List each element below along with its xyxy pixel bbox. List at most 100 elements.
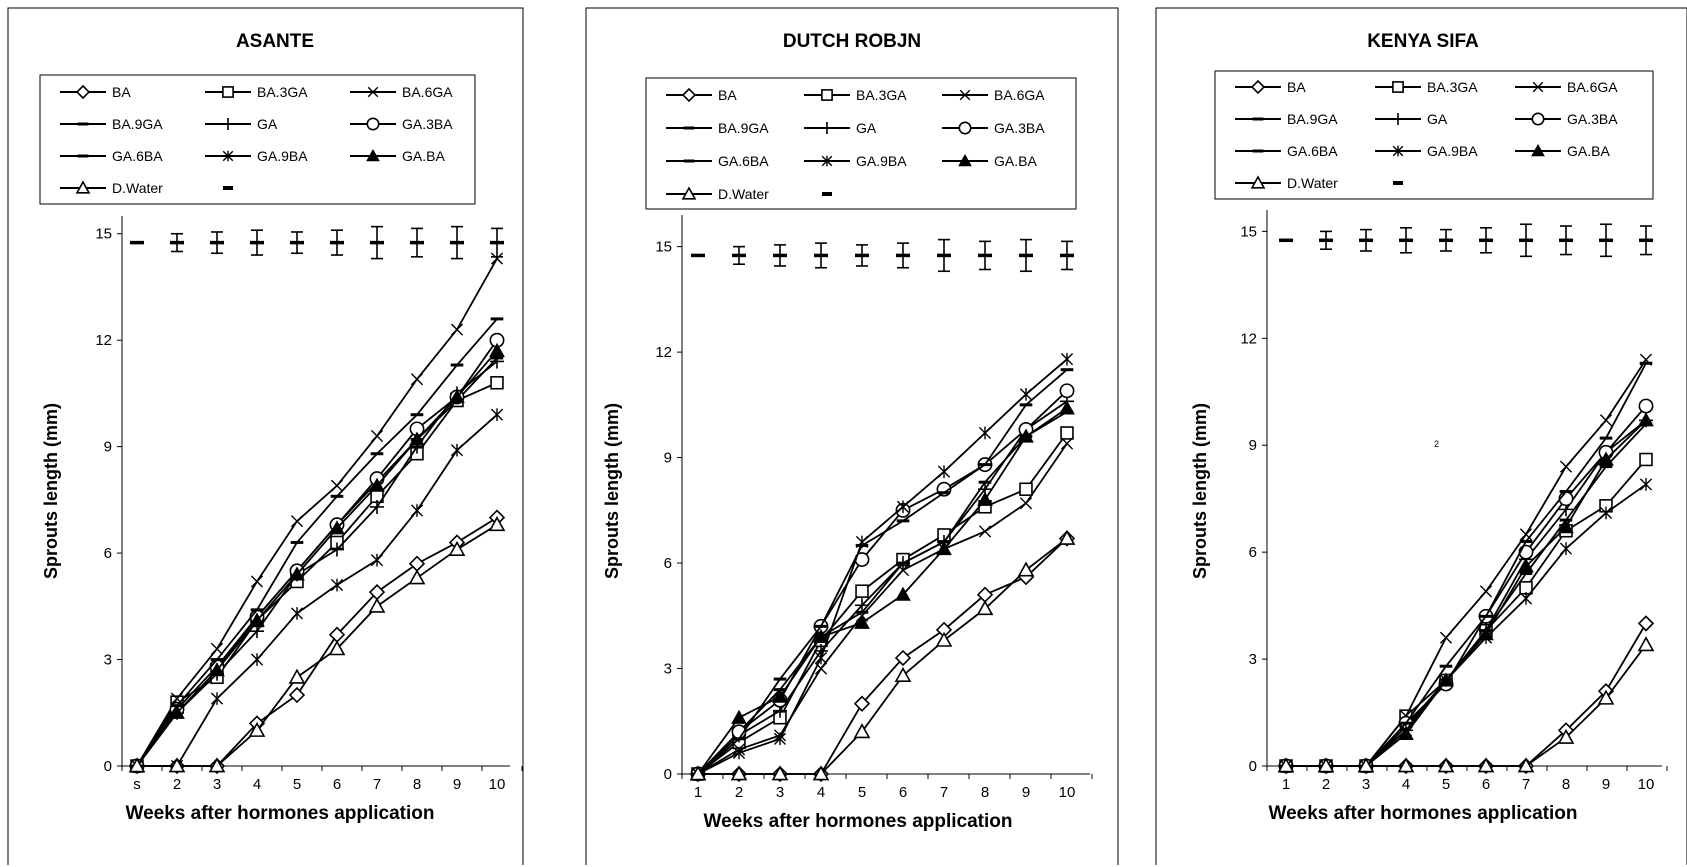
chart-frame <box>1155 7 1687 865</box>
x-tick-label: 3 <box>776 784 784 801</box>
series-line <box>697 358 1068 775</box>
data-point <box>812 765 830 781</box>
legend-label: BA.9GA <box>1287 111 1338 127</box>
data-point <box>1637 636 1655 652</box>
x-tick-label: 8 <box>1562 776 1570 793</box>
error-bar <box>1479 227 1493 254</box>
x-axis-label: Weeks after hormones application <box>1268 803 1577 824</box>
error-bar <box>1599 223 1613 258</box>
data-point <box>208 757 226 773</box>
data-point <box>1438 672 1454 687</box>
x-tick-label: 1 <box>1282 776 1290 793</box>
error-bar <box>210 231 224 255</box>
data-point <box>1058 529 1076 545</box>
data-point <box>814 651 828 665</box>
data-point <box>935 631 953 647</box>
y-tick-label: 12 <box>655 344 672 361</box>
data-point <box>1277 757 1295 773</box>
x-tick-label: s <box>133 776 141 793</box>
x-tick-label: 4 <box>253 776 261 793</box>
data-point <box>732 746 746 760</box>
data-point <box>1439 631 1453 644</box>
legend-label: GA.BA <box>402 148 445 164</box>
data-point <box>1397 757 1415 773</box>
data-point <box>368 597 386 613</box>
series-line <box>136 381 498 767</box>
data-point <box>1597 689 1615 705</box>
legend-label: GA.3BA <box>1567 111 1618 127</box>
data-point <box>250 575 264 588</box>
legend-label: GA <box>1427 111 1448 127</box>
series-line <box>136 258 498 767</box>
error-bar <box>250 229 264 256</box>
legend-label: GA.6BA <box>718 153 769 169</box>
data-point <box>1060 426 1074 440</box>
series-ga-9ba <box>130 408 504 773</box>
data-point <box>1638 398 1654 414</box>
error-bar <box>410 227 424 258</box>
data-point <box>813 628 829 643</box>
error-bar <box>330 229 344 256</box>
error-bar <box>814 242 828 269</box>
error-bars <box>130 225 504 260</box>
data-point <box>1518 558 1534 573</box>
data-point <box>289 566 305 581</box>
error-bar <box>1359 228 1373 252</box>
data-point <box>1357 757 1375 773</box>
error-bar <box>896 242 910 269</box>
chart-title: DUTCH ROBJN <box>783 31 921 52</box>
legend-item-ba-6ga: BA.6GA <box>942 87 1045 103</box>
error-bar <box>978 240 992 271</box>
legend-label: GA <box>856 120 877 136</box>
legend-item-ba: BA <box>1235 79 1306 95</box>
data-point <box>1019 497 1033 510</box>
data-point <box>249 612 265 627</box>
data-point <box>1519 528 1533 541</box>
legend-item-ba: BA <box>666 87 737 103</box>
data-point <box>936 540 952 556</box>
legend-marker <box>1392 113 1404 125</box>
legend-label: BA.3GA <box>1427 79 1478 95</box>
data-point <box>1060 352 1074 366</box>
data-point <box>290 607 304 620</box>
error-bar <box>1060 240 1074 271</box>
data-point <box>978 426 992 440</box>
series-ba <box>689 530 1076 783</box>
data-point <box>408 555 426 572</box>
legend-item-d-water: D.Water <box>60 180 163 196</box>
series-line <box>697 390 1068 775</box>
legend-item-ba-6ga: BA.6GA <box>1515 79 1618 95</box>
data-point <box>209 662 225 677</box>
data-point <box>168 757 186 773</box>
data-point <box>731 709 747 724</box>
legend-label: BA.6GA <box>994 87 1045 103</box>
legend-item-ba-9ga: BA.9GA <box>60 116 163 132</box>
x-axis-label: Weeks after hormones application <box>703 811 1012 832</box>
legend-marker <box>1532 81 1544 93</box>
y-tick-label: 3 <box>664 661 672 678</box>
x-tick-label: 9 <box>453 776 461 793</box>
x-tick-label: 1 <box>694 784 702 801</box>
data-point <box>1639 478 1653 491</box>
legend: BA BA.3GA BA.6GA BA.9GA GA GA.3BA GA.6BA GA.9BA… <box>1214 70 1654 200</box>
data-point <box>1559 460 1573 473</box>
data-point <box>894 649 912 667</box>
data-point <box>489 342 505 357</box>
data-point <box>1018 428 1034 443</box>
data-point <box>1017 561 1035 577</box>
data-point <box>1059 383 1075 399</box>
legend-marker <box>366 148 380 162</box>
data-point <box>1638 412 1654 427</box>
chart-panel-dutch-robjn: DUTCH ROBJN BA BA.3GA BA.6GA BA.9GA GA GA.3BA G… <box>585 7 1119 865</box>
series-line <box>697 369 1068 775</box>
series-ga <box>1279 413 1653 773</box>
x-tick-label: 5 <box>1442 776 1450 793</box>
data-point <box>894 666 912 682</box>
series-ga-9ba <box>1279 478 1653 773</box>
legend-marker <box>821 89 833 101</box>
x-tick-label: 6 <box>333 776 341 793</box>
data-point <box>773 732 787 746</box>
series-line <box>1286 622 1647 767</box>
error-bar <box>450 225 464 260</box>
series-ga-9ba <box>691 352 1074 781</box>
